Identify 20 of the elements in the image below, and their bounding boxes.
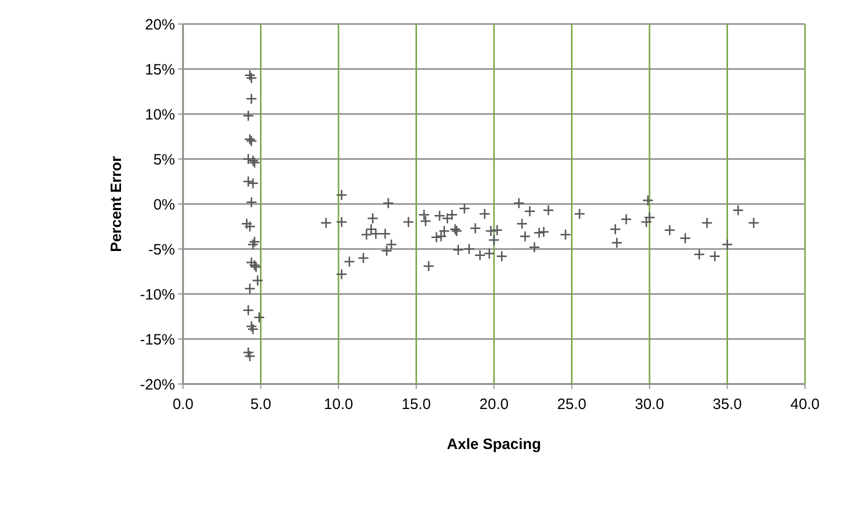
x-tick-label: 15.0: [402, 396, 431, 413]
y-tick-label: -5%: [148, 241, 175, 258]
x-tick-label: 35.0: [712, 396, 742, 413]
x-tick-label: 20.0: [479, 396, 509, 413]
y-tick-label: -10%: [140, 286, 175, 304]
y-tick-label: 5%: [153, 151, 175, 168]
y-tick-label: 15%: [144, 61, 175, 78]
y-tick-label: -20%: [140, 376, 175, 394]
y-tick-label: 20%: [144, 16, 175, 34]
y-tick-label: 10%: [144, 106, 175, 124]
x-axis-title: Axle Spacing: [446, 436, 542, 453]
y-tick-label: 0%: [153, 196, 175, 214]
y-tick-label: -15%: [140, 331, 175, 348]
y-axis-title: Percent Error: [108, 156, 125, 252]
x-tick-label: 0.0: [172, 396, 194, 413]
x-tick-label: 30.0: [634, 396, 664, 413]
x-tick-label: 40.0: [790, 396, 820, 413]
x-tick-label: 25.0: [557, 396, 586, 413]
x-tick-label: 10.0: [324, 396, 354, 413]
x-tick-label: 5.0: [250, 396, 272, 413]
